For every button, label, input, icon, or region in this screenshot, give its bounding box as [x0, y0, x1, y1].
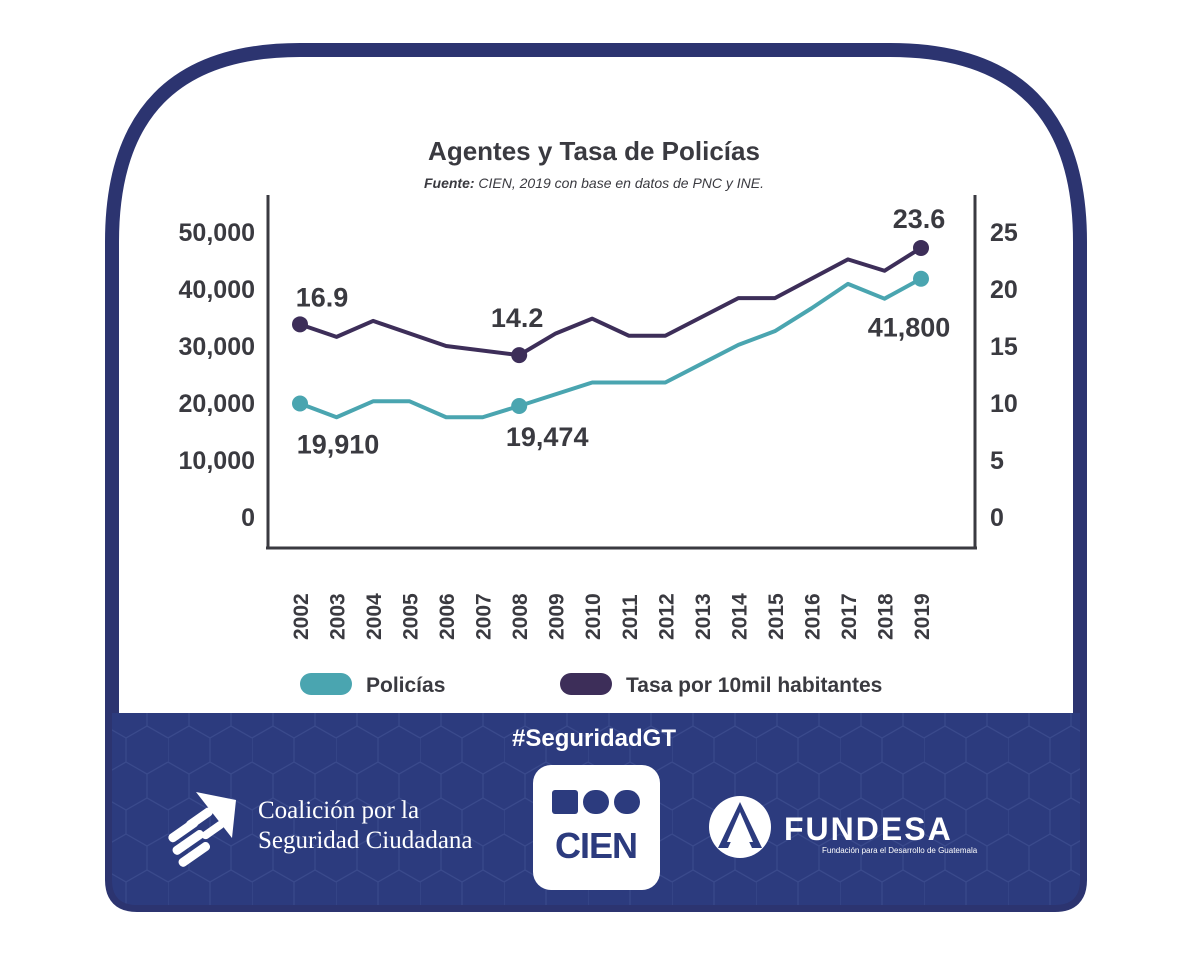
y-right-tick-label: 15: [990, 333, 1018, 361]
coalicion-line1: Coalición por la: [258, 797, 419, 824]
tasa-line: [299, 246, 923, 358]
coalicion-logo: Coalición por la Seguridad Ciudadana: [168, 792, 473, 867]
x-tick-label: 2014: [728, 593, 751, 640]
data-label: 41,800: [868, 313, 951, 343]
x-tick-label: 2008: [509, 593, 532, 640]
subtitle-source-label: Fuente:: [424, 175, 475, 191]
cien-logo: CIEN: [533, 765, 660, 890]
tasa-marker: [913, 239, 929, 256]
legend: Policías Tasa por 10mil habitantes: [300, 673, 882, 697]
data-label: 23.6: [893, 204, 946, 234]
x-tick-label: 2006: [436, 593, 459, 640]
cien-block-1: [552, 790, 578, 814]
x-tick-label: 2013: [692, 593, 715, 640]
x-tick-label: 2004: [363, 593, 386, 640]
y-left-tick-label: 10,000: [179, 447, 255, 475]
cien-block-3: [614, 790, 640, 814]
policias-line: [299, 276, 922, 420]
policias-marker: [292, 395, 308, 412]
x-tick-label: 2018: [874, 593, 897, 640]
fundesa-text: FUNDESA: [784, 811, 953, 847]
x-tick-label: 2019: [911, 593, 934, 640]
chart-title: Agentes y Tasa de Policías: [428, 136, 760, 166]
y-axis-right-ticks: 25 20 15 10 5 0: [990, 219, 1018, 532]
policias-marker: [913, 270, 929, 287]
tasa-marker: [292, 316, 308, 333]
hashtag: #SeguridadGT: [512, 725, 676, 752]
y-left-tick-label: 50,000: [179, 219, 255, 247]
tasa-marker: [511, 347, 528, 364]
legend-swatch-policias: [300, 673, 352, 695]
y-right-tick-label: 10: [990, 390, 1018, 418]
chart-subtitle: Fuente: CIEN, 2019 con base en datos de …: [424, 175, 764, 191]
coalicion-line2: Seguridad Ciudadana: [258, 827, 473, 854]
x-tick-label: 2005: [400, 593, 423, 640]
series-layer: [292, 239, 929, 420]
y-axis-left-ticks: 50,000 40,000 30,000 20,000 10,000 0: [179, 219, 255, 532]
data-label: 14.2: [491, 303, 544, 333]
y-left-tick-label: 30,000: [179, 333, 255, 361]
x-tick-label: 2002: [290, 593, 313, 640]
x-axis-ticks: 2002 2003 2004 2005 2006 2007 2008 2009 2010 2011…: [290, 593, 934, 640]
legend-label-policias: Policías: [366, 674, 445, 697]
y-right-tick-label: 0: [990, 504, 1004, 532]
x-tick-label: 2010: [582, 593, 605, 640]
y-right-tick-label: 25: [990, 219, 1018, 247]
data-labels: 16.9 14.2 23.6 19,910 19,474 41,800: [296, 204, 951, 460]
data-label: 19,910: [297, 430, 380, 460]
x-tick-label: 2003: [327, 593, 350, 640]
y-left-tick-label: 20,000: [179, 390, 255, 418]
legend-swatch-tasa: [560, 673, 612, 695]
x-tick-label: 2011: [619, 594, 642, 640]
fundesa-logo: FUNDESA Fundación para el Desarrollo de …: [709, 796, 978, 858]
fundesa-subtitle: Fundación para el Desarrollo de Guatemal…: [822, 846, 978, 855]
subtitle-source-text: CIEN, 2019 con base en datos de PNC y IN…: [475, 175, 765, 191]
y-right-tick-label: 20: [990, 276, 1018, 304]
x-tick-label: 2012: [655, 593, 678, 640]
hands-icon: [168, 792, 236, 867]
y-left-tick-label: 40,000: [179, 276, 255, 304]
mountain-icon: [718, 802, 762, 848]
policias-marker: [511, 397, 528, 414]
y-right-tick-label: 5: [990, 447, 1004, 475]
data-label: 16.9: [296, 282, 349, 312]
x-tick-label: 2017: [838, 593, 861, 640]
y-left-tick-label: 0: [241, 504, 255, 532]
cien-block-2: [583, 790, 609, 814]
data-label: 19,474: [506, 422, 589, 452]
x-tick-label: 2015: [765, 593, 788, 640]
x-tick-label: 2007: [473, 593, 496, 640]
cien-text: CIEN: [555, 825, 637, 866]
legend-label-tasa: Tasa por 10mil habitantes: [626, 674, 882, 697]
x-tick-label: 2016: [801, 593, 824, 640]
x-tick-label: 2009: [546, 593, 569, 640]
